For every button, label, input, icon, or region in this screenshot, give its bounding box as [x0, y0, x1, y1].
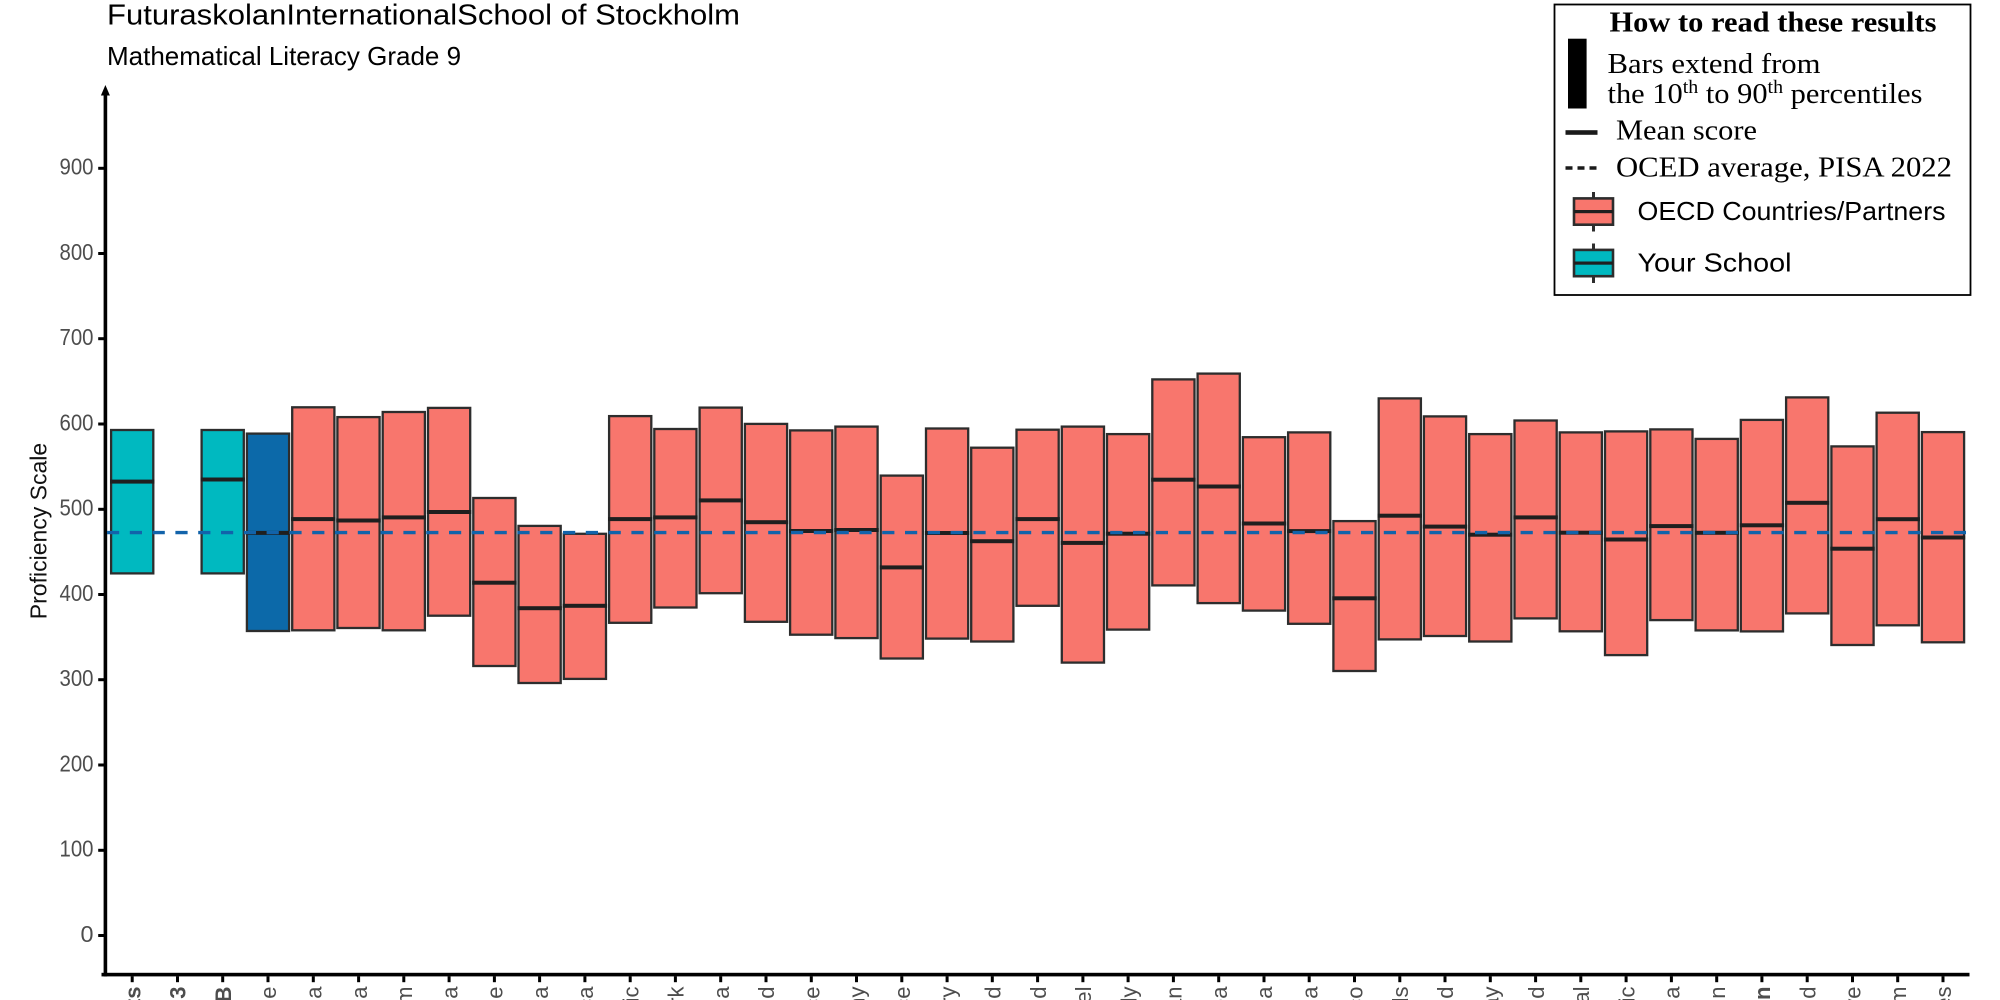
svg-text:100: 100	[60, 836, 94, 862]
svg-text:Netherlands: Netherlands	[1388, 987, 1413, 1000]
svg-text:New Zealand: New Zealand	[1433, 987, 1458, 1000]
svg-text:0: 0	[81, 921, 94, 947]
svg-text:How to read these results: How to read these results	[1610, 7, 1937, 39]
svg-text:Greece: Greece	[890, 987, 915, 1000]
svg-text:Mean score: Mean score	[1616, 115, 1757, 147]
svg-text:Norway: Norway	[1479, 987, 1504, 1000]
svg-text:Finland: Finland	[754, 987, 779, 1000]
svg-text:Estonia: Estonia	[709, 986, 734, 1000]
svg-text:Grade 9B: Grade 9B	[211, 987, 236, 1000]
svg-text:Latvia: Latvia	[1252, 986, 1277, 1000]
svg-text:Bars extend from: Bars extend from	[1608, 48, 1821, 80]
svg-text:Grade 3: Grade 3	[166, 987, 191, 1000]
svg-text:Australia: Australia	[302, 986, 327, 1000]
svg-text:Czech Republic: Czech Republic	[618, 987, 643, 1000]
svg-text:Israel: Israel	[1071, 987, 1096, 1000]
svg-text:800: 800	[60, 239, 94, 265]
svg-text:Italy: Italy	[1116, 987, 1141, 1000]
svg-text:Canada: Canada	[437, 986, 462, 1000]
svg-text:Spain: Spain	[1705, 987, 1730, 1000]
svg-text:Germany: Germany	[845, 987, 870, 1000]
svg-text:Slovenia: Slovenia	[1660, 986, 1685, 1000]
svg-text:Japan: Japan	[1162, 987, 1187, 1000]
svg-text:Colombia: Colombia	[528, 986, 553, 1000]
svg-text:Mexico: Mexico	[1343, 987, 1368, 1000]
svg-text:OCED average, PISA 2022: OCED average, PISA 2022	[1616, 152, 1952, 184]
svg-text:Ireland: Ireland	[1026, 987, 1051, 1000]
svg-text:Belgium: Belgium	[392, 987, 417, 1000]
svg-text:United States: United States	[1931, 987, 1956, 1000]
svg-text:900: 900	[60, 154, 94, 180]
svg-text:Mathematical Literacy Grade 9: Mathematical Literacy Grade 9	[107, 41, 461, 71]
svg-text:OECD Countries/Partners: OECD Countries/Partners	[1638, 196, 1946, 226]
svg-text:Proficiency Scale: Proficiency Scale	[26, 443, 52, 619]
svg-text:Lithuania: Lithuania	[1297, 986, 1322, 1000]
svg-text:OECD average: OECD average	[256, 987, 281, 1000]
svg-text:Sweden: Sweden	[1750, 987, 1775, 1000]
svg-text:Switzerland: Switzerland	[1795, 987, 1820, 1000]
svg-text:United Kingdom: United Kingdom	[1886, 987, 1911, 1000]
svg-text:Poland: Poland	[1524, 987, 1549, 1000]
svg-text:Students: Students	[120, 987, 145, 1000]
svg-text:200: 200	[60, 750, 94, 776]
svg-text:Chile: Chile	[483, 987, 508, 1000]
svg-text:400: 400	[60, 580, 94, 606]
svg-text:Korea: Korea	[1207, 986, 1232, 1000]
svg-text:500: 500	[60, 495, 94, 521]
svg-text:Costa Rica: Costa Rica	[573, 986, 598, 1000]
svg-text:Austria: Austria	[347, 986, 372, 1000]
svg-text:Portugal: Portugal	[1569, 987, 1594, 1000]
svg-text:Slovak Republic: Slovak Republic	[1614, 987, 1639, 1000]
svg-text:FuturaskolanInternationalSchoo: FuturaskolanInternationalSchool of Stock…	[107, 0, 740, 32]
svg-text:Iceland: Iceland	[981, 987, 1006, 1000]
svg-text:Your School: Your School	[1638, 248, 1792, 278]
svg-text:Türkiye: Türkiye	[1841, 987, 1866, 1000]
svg-text:600: 600	[60, 409, 94, 435]
svg-text:France: France	[800, 987, 825, 1000]
svg-text:Denmark: Denmark	[664, 986, 689, 1000]
svg-text:300: 300	[60, 665, 94, 691]
svg-text:Hungary: Hungary	[935, 987, 960, 1000]
svg-text:700: 700	[60, 324, 94, 350]
